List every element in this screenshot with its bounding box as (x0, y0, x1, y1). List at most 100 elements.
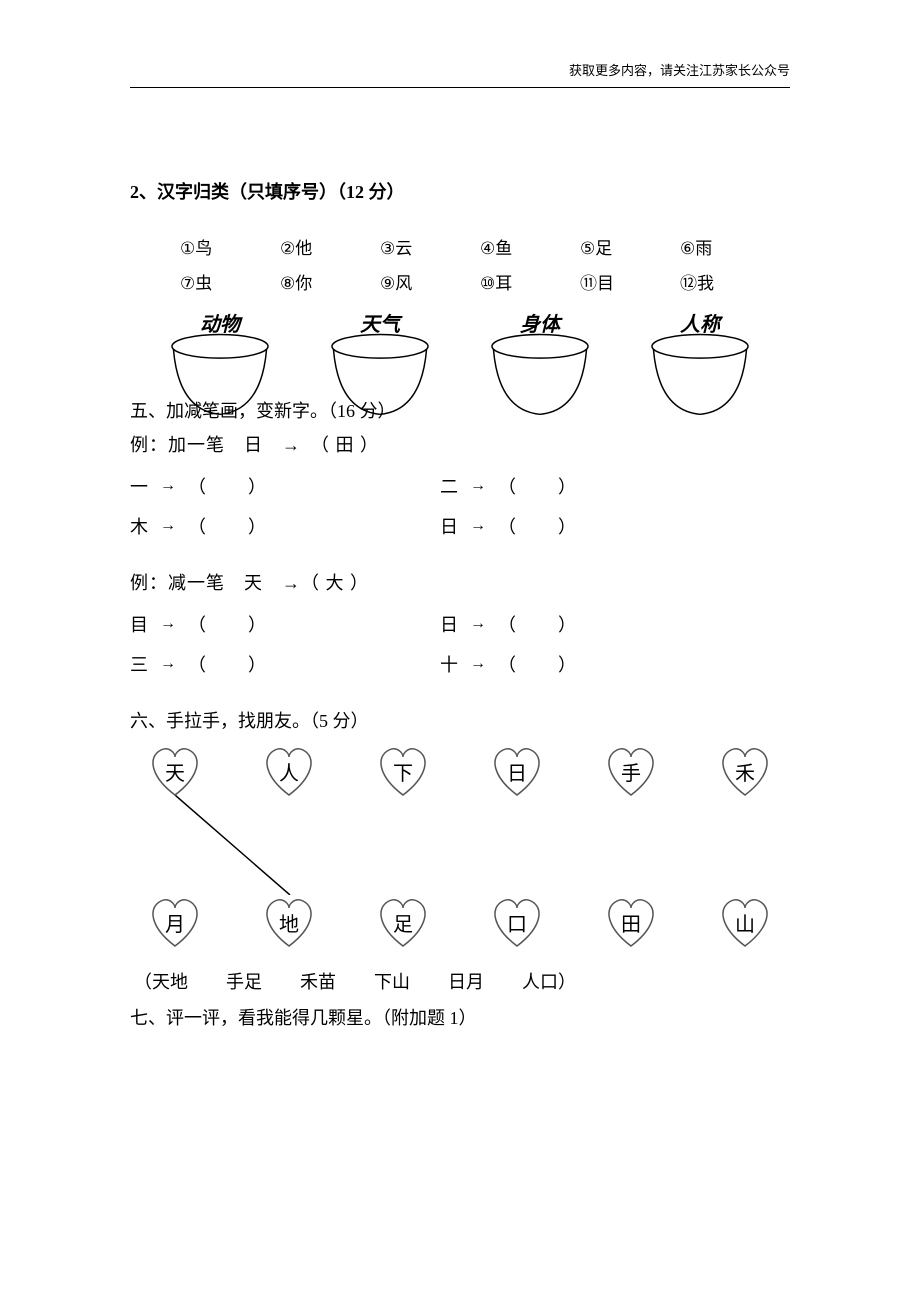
char: 足 (595, 239, 612, 258)
stroke-cell[interactable]: 一 → （ ） (130, 473, 440, 499)
num-icon: ⑩ (480, 274, 495, 294)
bucket-label: 人称 (680, 308, 720, 337)
num-icon: ⑫ (680, 269, 697, 294)
bucket-label: 天气 (360, 308, 400, 337)
heart-item[interactable]: 人 (254, 743, 324, 799)
num-icon: ⑤ (580, 239, 595, 259)
num-icon: ⑪ (580, 269, 597, 294)
q5-example-sub: 例：减一笔 天 →（ 大 ） (130, 569, 790, 595)
word-item: 日月 (448, 972, 484, 992)
q2-wordbank: ①鸟 ②他 ③云 ④鱼 ⑤足 ⑥雨 ⑦虫 ⑧你 ⑨风 ⑩耳 ⑪目 ⑫我 (130, 234, 790, 294)
heart-item[interactable]: 手 (596, 743, 666, 799)
bucket-row: 动物 天气 身体 人称 (130, 329, 790, 337)
wordbank-row-2: ⑦虫 ⑧你 ⑨风 ⑩耳 ⑪目 ⑫我 (180, 269, 790, 294)
num-icon: ① (180, 239, 195, 259)
heart-item[interactable]: 口 (482, 894, 552, 950)
q5-example-add: 例：加一笔 日 → （ 田 ） (130, 431, 790, 457)
blank: （ ） (498, 651, 578, 677)
bucket-label: 身体 (520, 308, 560, 337)
heart-char: 足 (393, 908, 413, 937)
heart-item[interactable]: 日 (482, 743, 552, 799)
base-char: 木 (130, 513, 148, 539)
header-note: 获取更多内容，请关注江苏家长公众号 (130, 60, 790, 88)
q2-title: 2、汉字归类（只填序号）（12 分） (130, 178, 790, 204)
heart-item[interactable]: 田 (596, 894, 666, 950)
stroke-row: 三 → （ ） 十 → （ ） (130, 651, 790, 677)
char: 鸟 (195, 239, 212, 258)
heart-item[interactable]: 地 (254, 894, 324, 950)
wordbank-item: ⑧你 (280, 269, 380, 294)
heart-item[interactable]: 下 (368, 743, 438, 799)
heart-item[interactable]: 天 (140, 743, 210, 799)
heart-char: 山 (735, 908, 755, 937)
heart-char: 日 (507, 757, 527, 786)
bucket-icon (480, 333, 600, 418)
q7-title: 七、评一评，看我能得几颗星。（附加题 1） (130, 1004, 790, 1030)
stroke-cell[interactable]: 日 → （ ） (440, 513, 750, 539)
heart-char: 禾 (735, 757, 755, 786)
q6-title: 六、手拉手，找朋友。（5 分） (130, 707, 790, 733)
arrow-icon: → (160, 477, 176, 495)
heart-item[interactable]: 山 (710, 894, 780, 950)
char: 你 (295, 274, 312, 293)
char: 他 (295, 239, 312, 258)
bucket-body[interactable]: 身体 (470, 329, 610, 337)
bucket-weather[interactable]: 天气 (310, 329, 450, 337)
arrow-icon: → (470, 615, 486, 633)
word-item: 人口） (522, 972, 576, 992)
wordbank-item: ⑪目 (580, 269, 680, 294)
num-icon: ③ (380, 239, 395, 259)
heart-char: 地 (279, 908, 299, 937)
base-char: 一 (130, 473, 148, 499)
char: 耳 (495, 274, 512, 293)
blank: （ ） (498, 473, 578, 499)
wordbank-item: ①鸟 (180, 234, 280, 259)
num-icon: ⑧ (280, 274, 295, 294)
bucket-icon (640, 333, 760, 418)
num-icon: ④ (480, 239, 495, 259)
heart-item[interactable]: 月 (140, 894, 210, 950)
bucket-label: 动物 (200, 308, 240, 337)
heart-char: 人 (279, 757, 299, 786)
q6-bottom-row: 月 地 足 口 田 山 (130, 894, 790, 950)
arrow-icon: → (160, 655, 176, 673)
q6-answer-bank: （天地手足禾苗下山日月人口） (130, 968, 790, 994)
bucket-animal[interactable]: 动物 (150, 329, 290, 337)
wordbank-item: ⑨风 (380, 269, 480, 294)
base-char: 目 (130, 611, 148, 637)
blank: （ ） (188, 651, 268, 677)
wordbank-item: ⑫我 (680, 269, 780, 294)
char: 鱼 (495, 239, 512, 258)
heart-char: 下 (393, 757, 413, 786)
wordbank-item: ③云 (380, 234, 480, 259)
heart-item[interactable]: 禾 (710, 743, 780, 799)
heart-char: 天 (165, 757, 185, 786)
word-item: 天地 (152, 972, 188, 992)
num-icon: ⑨ (380, 274, 395, 294)
wordbank-row-1: ①鸟 ②他 ③云 ④鱼 ⑤足 ⑥雨 (180, 234, 790, 259)
arrow-icon: → (470, 517, 486, 535)
stroke-cell[interactable]: 木 → （ ） (130, 513, 440, 539)
stroke-cell[interactable]: 三 → （ ） (130, 651, 440, 677)
heart-char: 手 (621, 757, 641, 786)
arrow-icon: → (160, 615, 176, 633)
stroke-cell[interactable]: 二 → （ ） (440, 473, 750, 499)
bucket-pronoun[interactable]: 人称 (630, 329, 770, 337)
stroke-row: 目 → （ ） 日 → （ ） (130, 611, 790, 637)
stroke-row: 一 → （ ） 二 → （ ） (130, 473, 790, 499)
heart-char: 口 (507, 908, 527, 937)
heart-item[interactable]: 足 (368, 894, 438, 950)
num-icon: ② (280, 239, 295, 259)
stroke-cell[interactable]: 目 → （ ） (130, 611, 440, 637)
heart-char: 田 (621, 908, 641, 937)
wordbank-item: ⑩耳 (480, 269, 580, 294)
char: 目 (597, 274, 614, 293)
char: 我 (697, 274, 714, 293)
wordbank-item: ⑥雨 (680, 234, 780, 259)
base-char: 二 (440, 473, 458, 499)
stroke-cell[interactable]: 十 → （ ） (440, 651, 750, 677)
blank: （ ） (498, 611, 578, 637)
word-item: （ (134, 972, 152, 992)
stroke-cell[interactable]: 日 → （ ） (440, 611, 750, 637)
wordbank-item: ②他 (280, 234, 380, 259)
